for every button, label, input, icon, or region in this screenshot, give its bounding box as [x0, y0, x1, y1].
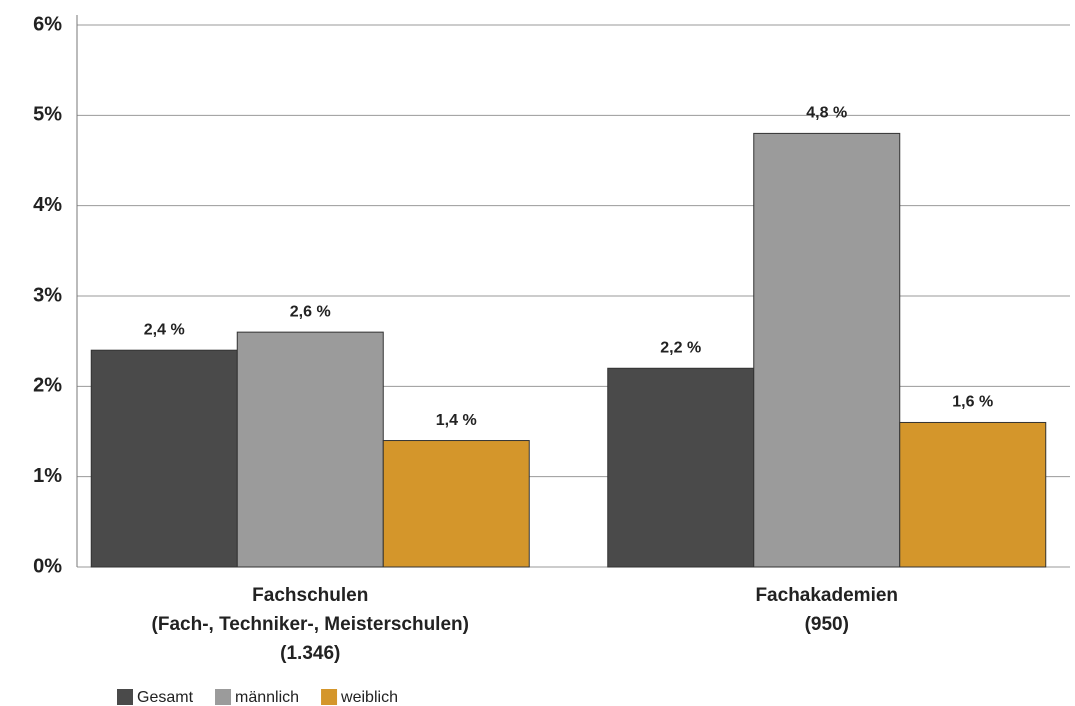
y-tick-label: 2%	[33, 375, 62, 397]
legend-label: weiblich	[340, 689, 398, 706]
bar	[753, 132, 901, 568]
bar	[607, 367, 755, 568]
value-label: 4,8 %	[806, 105, 847, 122]
y-tick-label: 4%	[33, 194, 62, 216]
y-tick-label: 1%	[33, 465, 62, 487]
x-tick-label: Fachakademien	[755, 585, 898, 606]
y-tick-label: 0%	[33, 555, 62, 577]
bar	[236, 331, 384, 568]
bar	[899, 421, 1047, 568]
legend-swatch	[117, 689, 133, 705]
value-label: 2,6 %	[290, 303, 331, 320]
legend-label: Gesamt	[137, 689, 194, 706]
y-tick-label: 3%	[33, 284, 62, 306]
value-label: 2,4 %	[144, 321, 185, 338]
x-tick-label: (950)	[805, 614, 849, 635]
y-tick-label: 6%	[33, 13, 62, 35]
legend-swatch	[321, 689, 338, 705]
legend-swatch	[215, 689, 232, 705]
bar	[382, 440, 530, 568]
value-label: 1,6 %	[952, 394, 993, 411]
value-label: 2,2 %	[660, 339, 701, 356]
value-label: 1,4 %	[436, 412, 477, 429]
y-tick-label: 5%	[33, 104, 62, 126]
x-tick-label: (1.346)	[280, 643, 340, 664]
x-tick-label: (Fach-, Techniker-, Meisterschulen)	[152, 614, 469, 635]
x-tick-label: Fachschulen	[252, 585, 368, 606]
bar	[90, 349, 238, 568]
legend-label: männlich	[235, 689, 299, 706]
